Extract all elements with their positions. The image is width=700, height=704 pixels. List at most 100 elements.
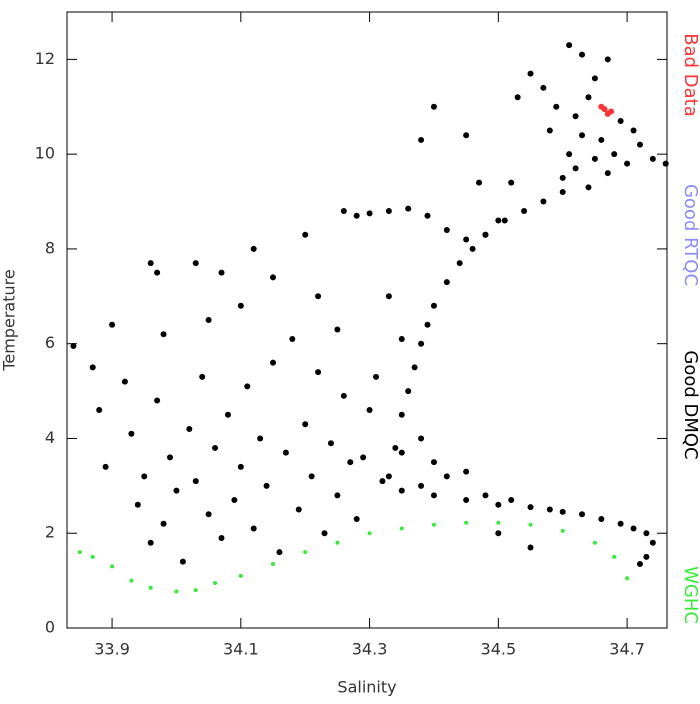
data-point xyxy=(598,516,605,523)
data-point xyxy=(353,516,360,523)
data-point xyxy=(527,544,534,551)
data-point xyxy=(443,279,450,286)
legend-entry: WGHC xyxy=(680,566,700,624)
data-point xyxy=(463,236,470,243)
data-point xyxy=(315,369,322,376)
data-point xyxy=(649,539,656,546)
data-point xyxy=(192,478,199,485)
data-point xyxy=(585,184,592,191)
data-point xyxy=(110,564,115,569)
data-point xyxy=(398,335,405,342)
data-point xyxy=(579,51,586,58)
data-point xyxy=(585,94,592,101)
data-point xyxy=(572,165,579,172)
data-point xyxy=(270,359,277,366)
data-point xyxy=(238,573,243,578)
data-point xyxy=(630,525,637,532)
data-point xyxy=(443,226,450,233)
data-point xyxy=(129,578,134,583)
data-point xyxy=(224,411,231,418)
data-point xyxy=(607,108,614,115)
data-point xyxy=(591,155,598,162)
data-point xyxy=(212,444,219,451)
data-point xyxy=(385,293,392,300)
data-point xyxy=(579,511,586,518)
data-point xyxy=(546,506,553,513)
data-point xyxy=(263,482,270,489)
data-point xyxy=(96,407,103,414)
data-point xyxy=(501,217,508,224)
data-point xyxy=(250,245,257,252)
data-point xyxy=(244,383,251,390)
data-point xyxy=(385,473,392,480)
data-point xyxy=(399,526,404,531)
data-point xyxy=(271,562,276,567)
data-point xyxy=(147,539,154,546)
data-point xyxy=(418,482,425,489)
data-point xyxy=(643,530,650,537)
data-point xyxy=(611,151,618,158)
data-point xyxy=(604,170,611,177)
plot-frame xyxy=(66,11,668,629)
data-point xyxy=(360,454,367,461)
data-point xyxy=(385,208,392,215)
data-point xyxy=(405,205,412,212)
data-point xyxy=(334,326,341,333)
data-point xyxy=(540,198,547,205)
data-point xyxy=(366,210,373,217)
data-point xyxy=(431,522,436,527)
data-point xyxy=(430,459,437,466)
data-point xyxy=(566,151,573,158)
data-point xyxy=(367,531,372,536)
x-tick-label: 34.7 xyxy=(609,640,645,659)
y-tick-label: 2 xyxy=(45,523,55,542)
data-point xyxy=(424,212,431,219)
data-point xyxy=(469,245,476,252)
data-point xyxy=(546,127,553,134)
data-point xyxy=(572,113,579,120)
data-point xyxy=(662,160,669,167)
data-point xyxy=(514,94,521,101)
y-tick-label: 12 xyxy=(35,49,55,68)
data-point xyxy=(347,459,354,466)
data-point xyxy=(527,504,534,511)
legend-entry: Bad Data xyxy=(680,33,700,117)
data-point xyxy=(192,260,199,267)
data-point xyxy=(624,160,631,167)
x-tick-label: 33.9 xyxy=(94,640,130,659)
y-axis-label: Temperature xyxy=(0,269,19,371)
data-point xyxy=(327,440,334,447)
data-point xyxy=(90,554,95,559)
data-point xyxy=(174,589,179,594)
data-point xyxy=(636,141,643,148)
data-point xyxy=(160,520,167,527)
data-point xyxy=(604,56,611,63)
data-point xyxy=(205,317,212,323)
data-point xyxy=(617,117,624,124)
data-point xyxy=(418,435,425,442)
data-point xyxy=(636,561,643,568)
data-point xyxy=(302,421,309,428)
legend-entry: Good DMQC xyxy=(680,350,700,459)
data-point xyxy=(218,534,225,541)
data-point xyxy=(559,189,566,196)
data-point xyxy=(508,497,515,504)
data-point xyxy=(148,585,153,590)
data-point xyxy=(302,231,309,238)
data-point xyxy=(289,335,296,342)
data-point xyxy=(199,373,206,380)
data-point xyxy=(649,155,656,162)
data-point xyxy=(463,497,470,504)
data-point xyxy=(379,478,386,485)
y-tick-label: 8 xyxy=(45,238,55,257)
y-tick-label: 0 xyxy=(45,618,55,637)
data-point xyxy=(625,576,630,581)
data-point xyxy=(340,208,347,215)
data-point xyxy=(270,274,277,281)
legend-entry: Good RTQC xyxy=(680,184,700,286)
data-point xyxy=(495,501,502,508)
data-point xyxy=(463,132,470,139)
data-point xyxy=(528,522,533,527)
x-tick-label: 34.1 xyxy=(223,640,259,659)
data-point xyxy=(418,136,425,143)
